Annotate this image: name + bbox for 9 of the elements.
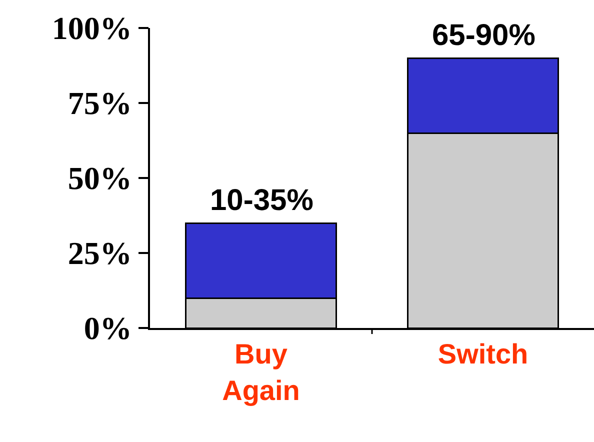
x-tick-label: Switch (438, 338, 528, 370)
x-tick-label: Buy Again (222, 338, 300, 406)
total-label: 65-90% (432, 19, 536, 52)
y-tick-label: 0% (84, 310, 132, 346)
y-tick-label: 25% (68, 235, 132, 272)
y-tick-label: 75% (68, 85, 132, 122)
y-tick-label: 100% (52, 10, 132, 46)
total-label: 10-35% (210, 184, 314, 217)
y-tick-label: 50% (68, 160, 132, 196)
